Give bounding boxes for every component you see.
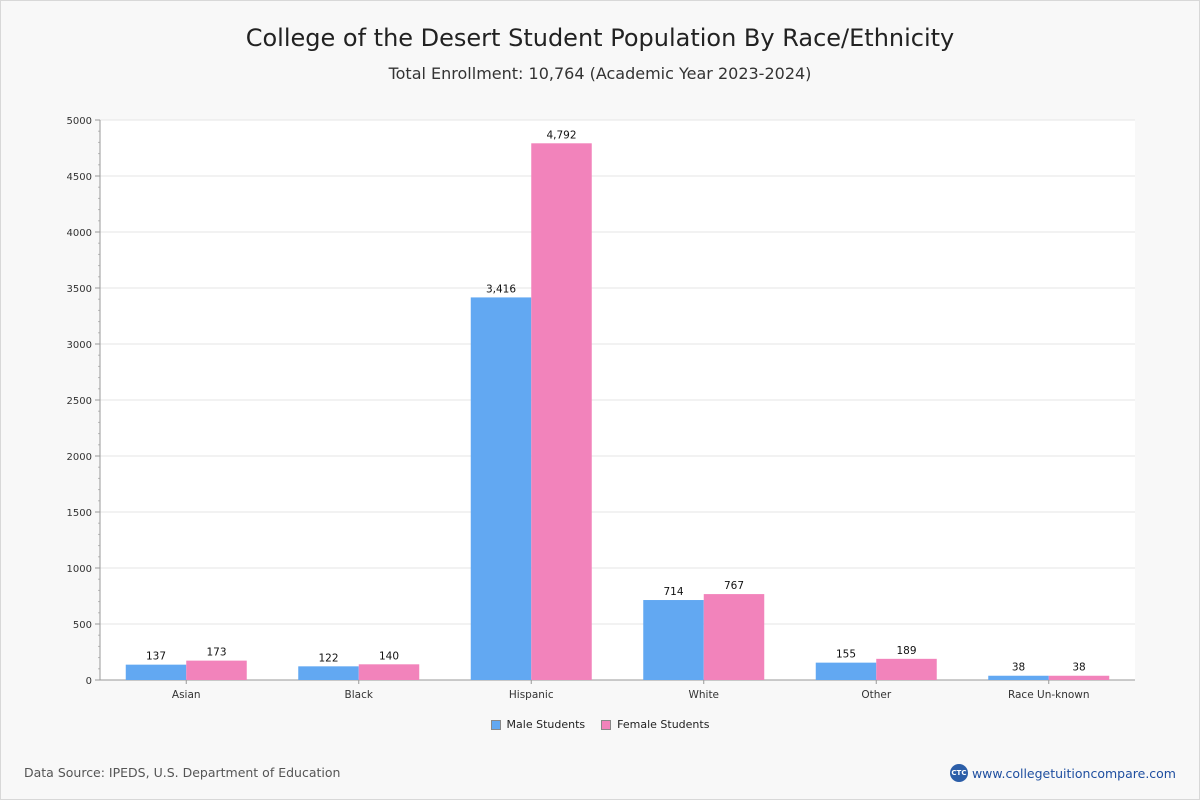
y-tick-label: 2500 <box>67 396 92 407</box>
y-tick-label: 3500 <box>67 284 92 295</box>
data-source: Data Source: IPEDS, U.S. Department of E… <box>24 765 341 780</box>
data-label: 137 <box>146 651 166 663</box>
data-label: 714 <box>663 586 683 598</box>
y-tick-label: 500 <box>73 620 92 631</box>
x-tick-label: Black <box>345 689 374 701</box>
bar-male <box>643 600 704 680</box>
x-tick-label: Race Un-known <box>1008 689 1090 701</box>
bar-male <box>298 666 359 680</box>
legend-swatch-male <box>490 719 501 730</box>
y-tick-label: 3000 <box>67 340 92 351</box>
bar-female <box>531 143 592 680</box>
legend-item-female[interactable]: Female Students <box>601 718 709 731</box>
data-label: 155 <box>836 649 856 661</box>
y-tick-label: 5000 <box>67 116 92 127</box>
chart-subtitle: Total Enrollment: 10,764 (Academic Year … <box>388 64 812 83</box>
y-tick-label: 4500 <box>67 172 92 183</box>
bar-female <box>186 660 247 680</box>
legend: Male Students Female Students <box>0 718 1200 731</box>
bar-male <box>470 297 532 680</box>
brand-link[interactable]: CTC www.collegetuitioncompare.com <box>949 764 1176 782</box>
legend-label-male: Male Students <box>506 718 586 731</box>
data-label: 767 <box>724 580 744 592</box>
bar-female <box>1048 675 1110 680</box>
bar-male <box>815 662 877 680</box>
x-tick-label: Asian <box>172 689 201 701</box>
bar-female <box>358 664 420 680</box>
data-label: 173 <box>206 647 226 659</box>
y-tick-label: 1500 <box>67 508 92 519</box>
y-tick-label: 2000 <box>67 452 92 463</box>
bar-male <box>988 675 1049 680</box>
data-label: 189 <box>896 645 916 657</box>
data-label: 4,792 <box>546 129 576 141</box>
brand-url: www.collegetuitioncompare.com <box>971 765 1176 781</box>
y-tick-label: 4000 <box>67 228 92 239</box>
chart-title: College of the Desert Student Population… <box>245 24 955 52</box>
x-tick-label: Other <box>861 689 891 701</box>
bar-female <box>876 658 937 680</box>
x-tick-label: White <box>688 689 719 701</box>
brand-logo-icon: CTC <box>949 764 968 782</box>
bar-male <box>125 664 187 680</box>
data-label: 122 <box>318 652 338 664</box>
data-label: 140 <box>379 650 399 662</box>
legend-label-female: Female Students <box>617 718 710 731</box>
y-tick-label: 1000 <box>67 564 92 575</box>
x-tick-label: Hispanic <box>509 689 554 701</box>
legend-swatch-female <box>601 719 612 730</box>
data-label: 3,416 <box>486 283 516 295</box>
data-label: 38 <box>1012 662 1025 674</box>
legend-item-male[interactable]: Male Students <box>490 718 586 731</box>
bar-female <box>703 594 765 680</box>
data-label: 38 <box>1072 662 1085 674</box>
y-tick-label: 0 <box>86 676 92 687</box>
